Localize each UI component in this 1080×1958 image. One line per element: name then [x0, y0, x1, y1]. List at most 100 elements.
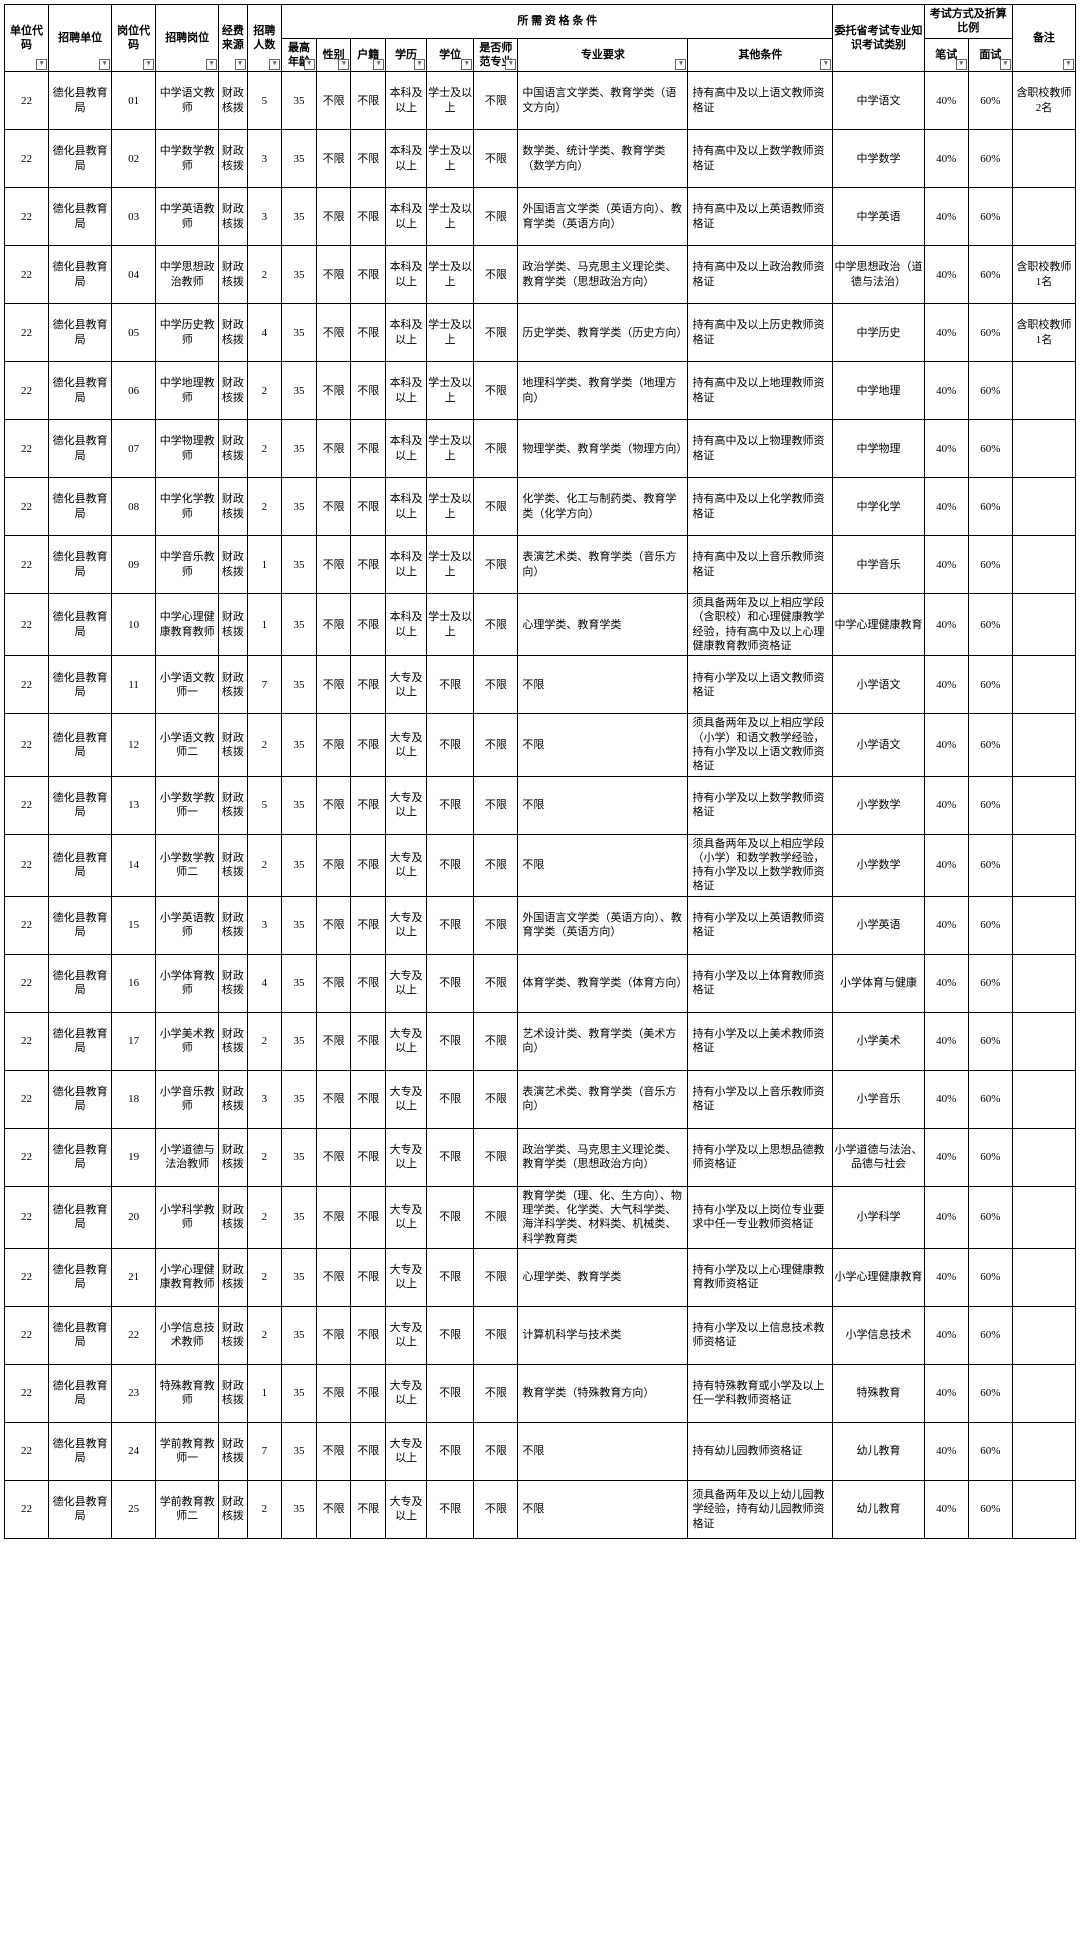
cell-fund: 财政核拨 — [219, 188, 247, 246]
filter-icon[interactable]: ▾ — [1000, 59, 1011, 70]
cell-fund: 财政核拨 — [219, 594, 247, 656]
cell-age: 35 — [282, 1480, 317, 1538]
cell-pos: 小学语文教师二 — [156, 714, 219, 776]
filter-icon[interactable]: ▾ — [505, 59, 516, 70]
cell-other: 须具备两年及以上相应学段（小学）和数学教学经验，持有小学及以上数学教师资格证 — [688, 834, 833, 896]
cell-hk: 不限 — [351, 656, 386, 714]
cell-major: 计算机科学与技术类 — [518, 1306, 688, 1364]
cell-unit: 德化县教育局 — [49, 362, 112, 420]
cell-interview: 60% — [968, 1012, 1012, 1070]
cell-unit: 德化县教育局 — [49, 954, 112, 1012]
cell-interview: 60% — [968, 362, 1012, 420]
header-other[interactable]: 其他条件▾ — [688, 38, 833, 72]
header-deg[interactable]: 学位▾ — [427, 38, 474, 72]
cell-fund: 财政核拨 — [219, 362, 247, 420]
cell-age: 35 — [282, 246, 317, 304]
header-ratio: 考试方式及折算比例 — [924, 5, 1012, 39]
header-hk[interactable]: 户籍▾ — [351, 38, 386, 72]
cell-pos: 中学英语教师 — [156, 188, 219, 246]
cell-edu: 大专及以上 — [386, 776, 427, 834]
filter-icon[interactable]: ▾ — [373, 59, 384, 70]
cell-exam: 中学心理健康教育 — [833, 594, 924, 656]
cell-deg: 不限 — [427, 1248, 474, 1306]
cell-deg: 学士及以上 — [427, 536, 474, 594]
cell-deg: 不限 — [427, 1364, 474, 1422]
cell-other: 持有小学及以上心理健康教育教师资格证 — [688, 1248, 833, 1306]
cell-hk: 不限 — [351, 834, 386, 896]
cell-interview: 60% — [968, 1364, 1012, 1422]
cell-major: 心理学类、教育学类 — [518, 594, 688, 656]
table-row: 22德化县教育局04中学思想政治教师财政核拨235不限不限本科及以上学士及以上不… — [5, 246, 1076, 304]
cell-exam: 幼儿教育 — [833, 1480, 924, 1538]
header-fund[interactable]: 经费来源▾ — [219, 5, 247, 72]
header-edu[interactable]: 学历▾ — [386, 38, 427, 72]
filter-icon[interactable]: ▾ — [675, 59, 686, 70]
header-written[interactable]: 笔试▾ — [924, 38, 968, 72]
header-unit-code[interactable]: 单位代码▾ — [5, 5, 49, 72]
cell-written: 40% — [924, 304, 968, 362]
cell-exam: 中学化学 — [833, 478, 924, 536]
filter-icon[interactable]: ▾ — [143, 59, 154, 70]
cell-other: 持有高中及以上物理教师资格证 — [688, 420, 833, 478]
filter-icon[interactable]: ▾ — [206, 59, 217, 70]
cell-sex: 不限 — [316, 246, 351, 304]
filter-icon[interactable]: ▾ — [956, 59, 967, 70]
header-num[interactable]: 招聘人数▾ — [247, 5, 282, 72]
cell-other: 持有高中及以上数学教师资格证 — [688, 130, 833, 188]
cell-num: 2 — [247, 246, 282, 304]
cell-exam: 小学语文 — [833, 714, 924, 776]
cell-other: 持有特殊教育或小学及以上任一学科教师资格证 — [688, 1364, 833, 1422]
cell-interview: 60% — [968, 188, 1012, 246]
cell-num: 3 — [247, 1070, 282, 1128]
cell-written: 40% — [924, 896, 968, 954]
filter-icon[interactable]: ▾ — [1063, 59, 1074, 70]
header-unit[interactable]: 招聘单位▾ — [49, 5, 112, 72]
cell-norm: 不限 — [474, 954, 518, 1012]
cell-edu: 大专及以上 — [386, 896, 427, 954]
cell-exam: 小学心理健康教育 — [833, 1248, 924, 1306]
filter-icon[interactable]: ▾ — [820, 59, 831, 70]
cell-major: 体育学类、教育学类（体育方向） — [518, 954, 688, 1012]
filter-icon[interactable]: ▾ — [461, 59, 472, 70]
filter-icon[interactable]: ▾ — [99, 59, 110, 70]
cell-pcode: 04 — [112, 246, 156, 304]
cell-fund: 财政核拨 — [219, 1248, 247, 1306]
header-major[interactable]: 专业要求▾ — [518, 38, 688, 72]
table-row: 22德化县教育局24学前教育教师一财政核拨735不限不限大专及以上不限不限不限持… — [5, 1422, 1076, 1480]
cell-exam: 特殊教育 — [833, 1364, 924, 1422]
cell-note — [1012, 714, 1075, 776]
header-post-code[interactable]: 岗位代码▾ — [112, 5, 156, 72]
header-norm[interactable]: 是否师范专业▾ — [474, 38, 518, 72]
header-note[interactable]: 备注▾ — [1012, 5, 1075, 72]
cell-exam: 幼儿教育 — [833, 1422, 924, 1480]
cell-unit: 德化县教育局 — [49, 776, 112, 834]
cell-pos: 学前教育教师二 — [156, 1480, 219, 1538]
cell-sex: 不限 — [316, 656, 351, 714]
cell-edu: 本科及以上 — [386, 72, 427, 130]
cell-unit: 德化县教育局 — [49, 130, 112, 188]
cell-edu: 本科及以上 — [386, 246, 427, 304]
cell-age: 35 — [282, 1306, 317, 1364]
filter-icon[interactable]: ▾ — [235, 59, 246, 70]
cell-code: 22 — [5, 776, 49, 834]
cell-interview: 60% — [968, 304, 1012, 362]
cell-hk: 不限 — [351, 72, 386, 130]
filter-icon[interactable]: ▾ — [304, 59, 315, 70]
cell-fund: 财政核拨 — [219, 1480, 247, 1538]
filter-icon[interactable]: ▾ — [338, 59, 349, 70]
cell-unit: 德化县教育局 — [49, 1070, 112, 1128]
filter-icon[interactable]: ▾ — [414, 59, 425, 70]
cell-edu: 大专及以上 — [386, 656, 427, 714]
cell-unit: 德化县教育局 — [49, 1012, 112, 1070]
cell-pos: 小学数学教师一 — [156, 776, 219, 834]
header-post[interactable]: 招聘岗位▾ — [156, 5, 219, 72]
filter-icon[interactable]: ▾ — [269, 59, 280, 70]
header-interview[interactable]: 面试▾ — [968, 38, 1012, 72]
cell-pcode: 22 — [112, 1306, 156, 1364]
filter-icon[interactable]: ▾ — [36, 59, 47, 70]
cell-deg: 学士及以上 — [427, 420, 474, 478]
cell-interview: 60% — [968, 420, 1012, 478]
cell-exam: 中学思想政治（道德与法治） — [833, 246, 924, 304]
header-age[interactable]: 最高年龄▾ — [282, 38, 317, 72]
header-sex[interactable]: 性别▾ — [316, 38, 351, 72]
